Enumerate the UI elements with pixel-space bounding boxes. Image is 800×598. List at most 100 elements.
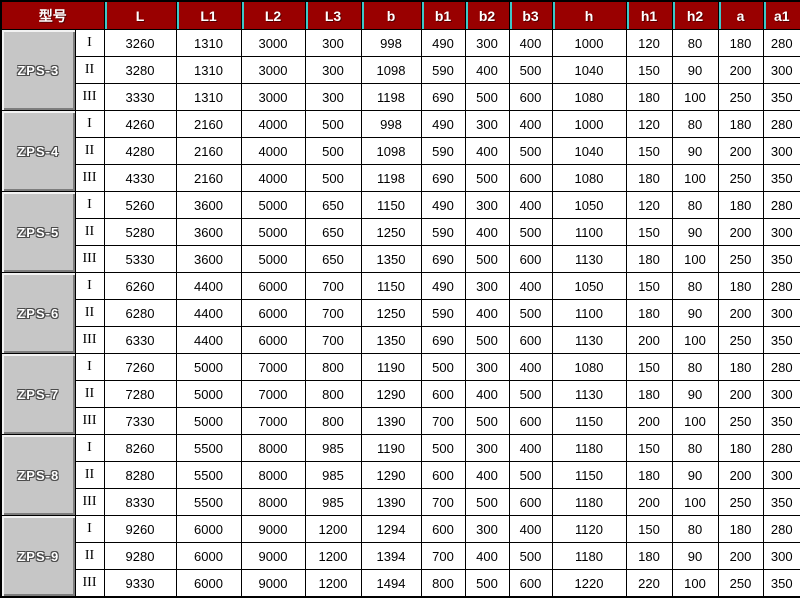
data-cell: 300 [464,515,510,543]
data-cell: 80 [671,434,719,462]
type-cell: III [74,326,105,354]
data-cell: 1180 [551,434,627,462]
data-cell: 650 [304,218,362,246]
data-cell: 1130 [551,380,627,408]
data-cell: 7000 [240,353,306,381]
data-cell: 690 [420,164,466,192]
data-cell: 500 [464,83,510,111]
data-cell: 500 [508,380,553,408]
data-cell: 9330 [103,569,177,598]
data-cell: 1100 [551,218,627,246]
data-cell: 1130 [551,326,627,354]
data-cell: 800 [420,569,466,598]
data-cell: 4280 [103,137,177,165]
data-cell: 1098 [360,137,422,165]
data-cell: 180 [625,380,673,408]
data-cell: 1198 [360,164,422,192]
type-cell: I [74,434,105,462]
table-row: ZPS-9 I 9260 6000 9000 1200 1294 600 300 400 1120 1… [0,515,800,598]
data-cell: 250 [717,407,764,435]
table-row: II 6280 4400 6000 700 1250 590 400 500 1100 180 90 2… [1,299,800,327]
data-cell: 200 [717,380,764,408]
type-cell: III [74,245,105,273]
data-cell: 150 [625,434,673,462]
data-cell: 500 [464,407,510,435]
data-cell: 300 [762,380,800,408]
data-cell: 3280 [103,56,177,84]
data-cell: 6000 [240,272,306,300]
data-cell: 1294 [360,515,422,543]
data-cell: 985 [304,461,362,489]
model-cell-zps-6: ZPS-6 [0,272,76,354]
data-cell: 280 [762,353,800,381]
data-cell: 400 [508,191,553,219]
data-cell: 4330 [103,164,177,192]
data-cell: 1200 [304,542,362,570]
data-cell: 3600 [175,191,242,219]
data-cell: 400 [464,137,510,165]
model-cell-zps-5: ZPS-5 [0,191,76,273]
data-cell: 200 [717,461,764,489]
data-cell: 700 [420,542,466,570]
data-cell: 500 [508,218,553,246]
data-cell: 500 [508,137,553,165]
type-cell: I [74,272,105,300]
data-cell: 1150 [551,461,627,489]
table-row: III 9330 6000 9000 1200 1494 800 500 600 1220 220 1… [1,569,800,598]
data-cell: 1150 [360,191,422,219]
data-cell: 500 [304,164,362,192]
data-cell: 8000 [240,461,306,489]
data-cell: 2160 [175,164,242,192]
data-cell: 90 [671,380,719,408]
data-cell: 150 [625,353,673,381]
data-cell: 500 [464,326,510,354]
data-cell: 350 [762,488,800,516]
data-cell: 1390 [360,407,422,435]
table-header: 型号 L L1 L2 L3 b b1 b2 b3 h h1 h2 a a1 [0,0,800,30]
type-cell: I [74,191,105,219]
data-cell: 1190 [360,434,422,462]
type-cell: II [74,461,105,489]
data-cell: 4000 [240,110,306,138]
data-cell: 280 [762,515,800,543]
data-cell: 998 [360,110,422,138]
data-cell: 600 [508,569,553,598]
data-cell: 6000 [240,326,306,354]
data-cell: 280 [762,110,800,138]
data-cell: 600 [508,488,553,516]
data-cell: 90 [671,137,719,165]
table-body: ZPS-3 I 3260 1310 3000 300 998 490 300 400 1000 120… [0,29,800,598]
header-cell-b2: b2 [464,0,510,30]
data-cell: 3330 [103,83,177,111]
data-cell: 350 [762,164,800,192]
data-cell: 300 [464,110,510,138]
table-row: II 4280 2160 4000 500 1098 590 400 500 1040 150 90 2… [1,137,800,165]
data-cell: 3260 [103,29,177,57]
table-row: ZPS-6 I 6260 4400 6000 700 1150 490 300 400 1050 15… [0,272,800,354]
data-cell: 80 [671,272,719,300]
data-cell: 500 [508,542,553,570]
data-cell: 8000 [240,488,306,516]
data-cell: 9000 [240,542,306,570]
data-cell: 5500 [175,461,242,489]
table-row: ZPS-4 I 4260 2160 4000 500 998 490 300 400 1000 120… [0,110,800,192]
data-cell: 180 [625,461,673,489]
data-cell: 1080 [551,83,627,111]
data-cell: 600 [508,83,553,111]
type-cell: II [74,299,105,327]
data-cell: 300 [464,353,510,381]
data-cell: 500 [464,245,510,273]
data-cell: 700 [420,407,466,435]
data-cell: 500 [508,299,553,327]
data-cell: 1200 [304,569,362,598]
data-cell: 1290 [360,380,422,408]
data-cell: 1494 [360,569,422,598]
data-cell: 1350 [360,326,422,354]
data-cell: 1180 [551,488,627,516]
data-cell: 400 [464,56,510,84]
data-cell: 4400 [175,299,242,327]
data-cell: 1180 [551,542,627,570]
data-cell: 5000 [240,191,306,219]
data-cell: 200 [717,137,764,165]
data-cell: 350 [762,407,800,435]
